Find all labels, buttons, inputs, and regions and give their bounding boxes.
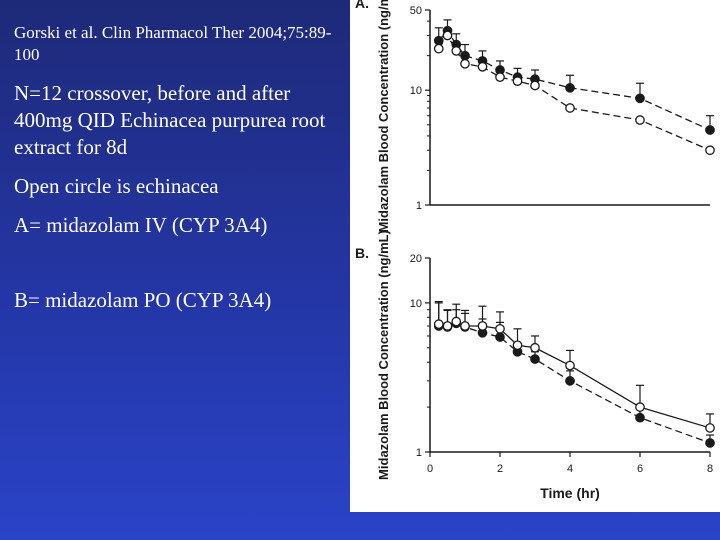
- chartb-series-open-point: [460, 321, 470, 331]
- charta-y-tick-label: 1: [416, 200, 422, 212]
- chartb-x-tick-label: 8: [707, 463, 713, 475]
- charta-series-filled-point: [635, 93, 645, 104]
- chartb-series-open-point: [433, 319, 444, 330]
- chartb-series-open-point: [451, 316, 462, 327]
- chartb-series-open-point: [530, 342, 540, 353]
- charta-series-open-point: [705, 145, 715, 156]
- chartb-y-tick-label: 1: [416, 447, 422, 459]
- slide-text-column: Gorski et al. Clin Pharmacol Ther 2004;7…: [14, 22, 344, 314]
- charta-y-tick-label: 10: [410, 85, 422, 97]
- chartb-series-filled-point: [495, 332, 505, 342]
- charta-y-axis-label: Midazolam Blood Concentration (ng/mL): [376, 0, 391, 232]
- charta-series-open-point: [460, 58, 470, 69]
- study-description: N=12 crossover, before and after 400mg Q…: [14, 81, 326, 159]
- charta-series-open-point: [635, 115, 645, 125]
- chartb-series-open-line: [438, 320, 711, 429]
- chartb-x-tick-label: 0: [427, 463, 433, 475]
- chartb-series-open-point: [705, 423, 715, 433]
- chartb-series-open-point: [442, 321, 453, 331]
- chartb-panel-label: B.: [355, 245, 369, 261]
- chartb-x-axis-label: Time (hr): [540, 485, 600, 501]
- chartb-series-open-point: [495, 323, 505, 334]
- charta-panel-label: A.: [355, 0, 369, 11]
- charta-series-open-point: [451, 46, 462, 56]
- charta-series-open-point: [512, 76, 523, 86]
- figure-panel: A. Midazolam Blood Concentration (ng/mL) 1…: [350, 0, 720, 512]
- charta-series-open-line: [438, 34, 711, 151]
- charta-series-filled-point: [705, 125, 715, 135]
- charta-series-open-point: [442, 30, 453, 41]
- chartb-series-filled-point: [635, 412, 645, 423]
- chartb-y-axis-label: Midazolam Blood Concentration (ng/mL): [376, 230, 391, 480]
- charta-series-open-point: [433, 43, 444, 54]
- chartb-series-filled-point: [565, 376, 575, 386]
- chartb-series-open-point: [477, 321, 488, 331]
- chartb-y-tick-label: 10: [410, 298, 422, 310]
- chartb-series-open-point: [512, 340, 523, 351]
- charta-series-open-point: [565, 103, 575, 113]
- chartb-x-tick-label: 6: [637, 463, 643, 475]
- chartb-x-tick-label: 4: [567, 463, 573, 475]
- charta-series-filled-point: [460, 50, 470, 61]
- chartb-y-tick-label: 20: [410, 253, 422, 265]
- citation-text: Gorski et al. Clin Pharmacol Ther 2004;7…: [14, 23, 332, 64]
- charta-series-filled-line: [438, 29, 711, 131]
- charta-series-filled-point: [565, 82, 575, 93]
- panel-a-note: A= midazolam IV (CYP 3A4): [14, 213, 268, 237]
- chartb-series-filled-point: [705, 438, 715, 448]
- legend-note: Open circle is echinacea: [14, 174, 219, 198]
- chartb-series-filled-line: [438, 322, 711, 444]
- charta-series-open-point: [530, 80, 540, 91]
- chartb-series-filled-point: [530, 354, 540, 364]
- charta-series-open-point: [495, 72, 505, 82]
- figure-svg: A. Midazolam Blood Concentration (ng/mL) 1…: [355, 0, 715, 501]
- chartb-series-open-point: [635, 402, 645, 412]
- panel-b-note: B= midazolam PO (CYP 3A4): [14, 288, 272, 312]
- chartb-series-open-point: [565, 360, 575, 371]
- chartb-x-tick-label: 2: [497, 463, 503, 475]
- charta-y-tick-label: 50: [410, 5, 422, 17]
- charta-series-open-point: [477, 61, 488, 72]
